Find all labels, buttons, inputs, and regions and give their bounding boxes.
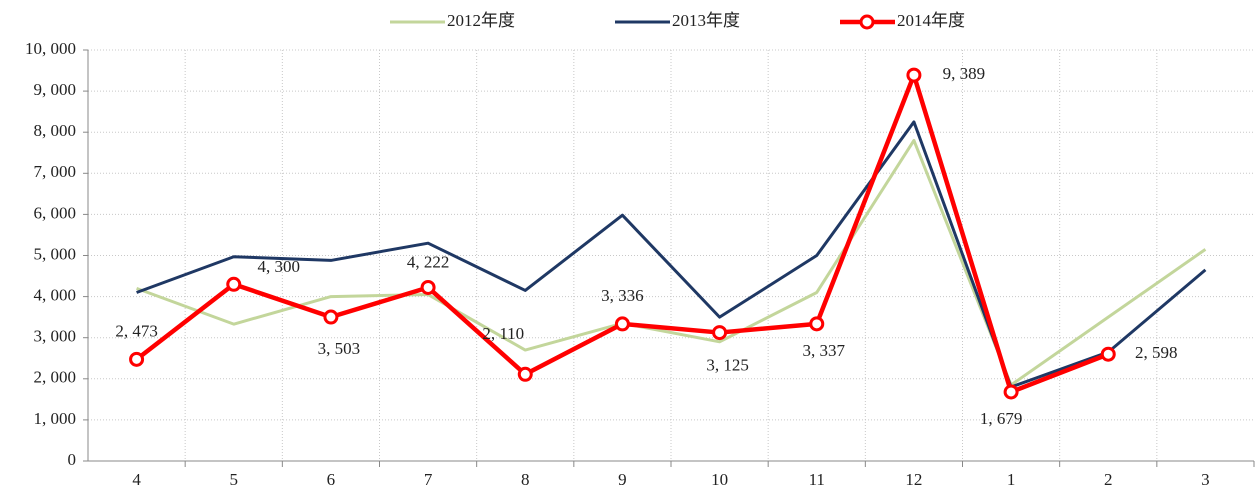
data-label: 2, 598 bbox=[1135, 343, 1178, 362]
series-line bbox=[136, 138, 1207, 387]
x-tick-label: 4 bbox=[132, 470, 141, 489]
legend-item: 2013年度 bbox=[615, 11, 740, 30]
data-label: 4, 300 bbox=[258, 257, 301, 276]
marker bbox=[614, 316, 630, 332]
data-label: 2, 473 bbox=[115, 321, 158, 340]
y-tick-label: 0 bbox=[68, 450, 77, 469]
x-tick-label: 6 bbox=[327, 470, 336, 489]
x-tick-label: 3 bbox=[1201, 470, 1210, 489]
marker bbox=[1003, 384, 1019, 400]
data-label: 3, 336 bbox=[601, 286, 644, 305]
marker bbox=[517, 366, 533, 382]
y-tick-label: 1, 000 bbox=[34, 409, 77, 428]
x-tick-label: 9 bbox=[618, 470, 627, 489]
y-tick-label: 8, 000 bbox=[34, 121, 77, 140]
x-tick-label: 1 bbox=[1007, 470, 1016, 489]
x-tick-label: 11 bbox=[809, 470, 825, 489]
marker bbox=[226, 276, 242, 292]
x-tick-label: 5 bbox=[230, 470, 239, 489]
x-tick-label: 7 bbox=[424, 470, 433, 489]
y-tick-label: 5, 000 bbox=[34, 244, 77, 263]
x-tick-label: 12 bbox=[905, 470, 922, 489]
y-tick-label: 2, 000 bbox=[34, 368, 77, 387]
data-label: 9, 389 bbox=[943, 64, 986, 83]
marker bbox=[323, 309, 339, 325]
marker bbox=[906, 67, 922, 83]
legend-marker bbox=[859, 14, 875, 30]
series-line bbox=[136, 120, 1207, 389]
marker bbox=[809, 316, 825, 332]
data-label: 3, 337 bbox=[803, 341, 846, 360]
x-tick-label: 10 bbox=[711, 470, 728, 489]
marker bbox=[1100, 346, 1116, 362]
data-label: 4, 222 bbox=[407, 252, 450, 271]
legend-label: 2012年度 bbox=[447, 11, 515, 30]
legend-item: 2014年度 bbox=[840, 11, 965, 30]
legend-item: 2012年度 bbox=[390, 11, 515, 30]
data-label: 2, 110 bbox=[482, 324, 524, 343]
data-label: 3, 125 bbox=[706, 355, 749, 374]
y-tick-label: 9, 000 bbox=[34, 80, 77, 99]
data-label: 3, 503 bbox=[318, 339, 361, 358]
y-tick-label: 3, 000 bbox=[34, 327, 77, 346]
x-tick-label: 2 bbox=[1104, 470, 1113, 489]
legend-label: 2014年度 bbox=[897, 11, 965, 30]
legend-label: 2013年度 bbox=[672, 11, 740, 30]
marker bbox=[420, 279, 436, 295]
y-tick-label: 4, 000 bbox=[34, 286, 77, 305]
y-tick-label: 7, 000 bbox=[34, 162, 77, 181]
y-tick-label: 6, 000 bbox=[34, 203, 77, 222]
data-label: 1, 679 bbox=[980, 409, 1023, 428]
marker bbox=[712, 325, 728, 341]
y-tick-label: 10, 000 bbox=[25, 39, 76, 58]
x-tick-label: 8 bbox=[521, 470, 530, 489]
marker bbox=[129, 351, 145, 367]
